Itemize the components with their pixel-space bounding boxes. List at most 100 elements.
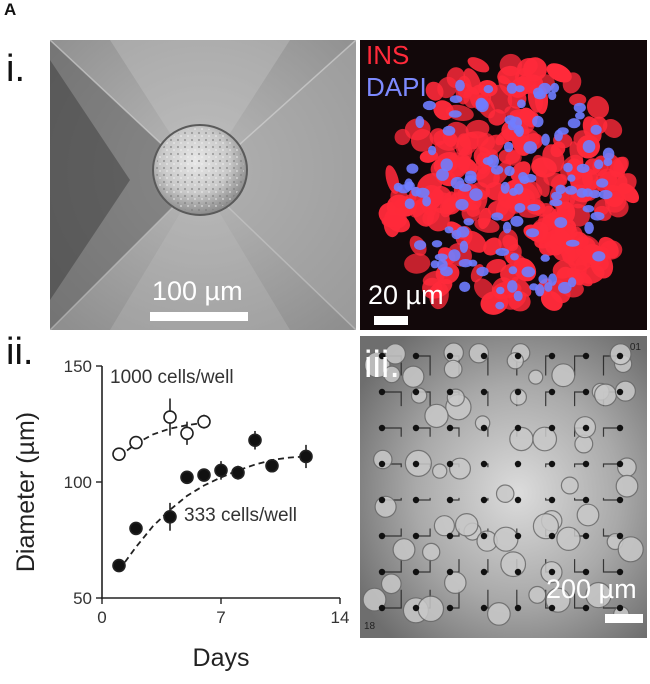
electrode-dot (582, 352, 590, 360)
point-marker (180, 426, 194, 441)
ins-cell (463, 68, 482, 95)
electrode-dot (446, 460, 454, 468)
dapi-nucleus (507, 280, 518, 293)
mea-corner-label-bottom: 18 (364, 621, 376, 632)
cell-cluster (495, 484, 515, 503)
point-marker (248, 433, 262, 448)
dapi-nucleus (564, 185, 578, 195)
dapi-nucleus (463, 218, 474, 226)
cell-cluster (585, 581, 612, 609)
filled-data-point (197, 468, 211, 482)
dapi-nucleus (406, 163, 419, 174)
dapi-nucleus (521, 266, 536, 278)
dapi-nucleus (455, 79, 465, 92)
filled-data-point (248, 430, 262, 450)
ins-cell (586, 96, 610, 119)
filled-data-point (180, 470, 194, 485)
electrode-trace (416, 355, 431, 376)
point-marker (197, 468, 211, 482)
ins-cell (474, 278, 495, 300)
dapi-nucleus (450, 176, 465, 190)
cell-cluster (493, 526, 519, 552)
dapi-nucleus (503, 141, 514, 153)
electrode-dot (480, 388, 488, 396)
electrode-trace (416, 559, 431, 573)
point-marker (129, 435, 143, 450)
diameter-chart: 50 100 150 0 7 14 Days Diameter (µm) 1000 cells… (12, 357, 349, 672)
dapi-nucleus (448, 110, 462, 118)
dapi-nucleus (548, 273, 557, 286)
dapi-nucleus (589, 190, 601, 199)
dapi-nucleus (573, 102, 586, 113)
dapi-nucleus (510, 253, 519, 261)
electrode-dot (548, 460, 556, 468)
dapi-nucleus (523, 141, 537, 154)
mea-image (360, 336, 647, 638)
dapi-nucleus (525, 228, 540, 238)
mea-micrograph: iii. 01 18 200 µm (360, 336, 647, 638)
y-tick-label: 150 (64, 357, 92, 376)
electrode-dot (412, 424, 420, 432)
electrode-trace (382, 427, 402, 437)
open-data-point (112, 447, 126, 461)
dapi-nucleus (567, 174, 576, 182)
electrode-dot (582, 460, 590, 468)
dapi-nucleus (411, 186, 421, 197)
ins-cell (546, 63, 572, 83)
dapi-nucleus (582, 140, 596, 153)
point-marker (214, 463, 228, 478)
ins-cell (516, 179, 543, 200)
filled-data-point (163, 502, 177, 531)
ins-cell (543, 172, 568, 188)
electrode-dot (582, 568, 590, 576)
dapi-nucleus (507, 121, 516, 131)
dapi-nucleus (500, 181, 510, 194)
electrode-dot (582, 532, 590, 540)
mea-corner-label-top: 01 (629, 342, 641, 353)
ins-cell (607, 196, 629, 218)
dapi-nucleus (582, 205, 595, 213)
dapi-nucleus (515, 85, 525, 93)
electrode-trace (574, 463, 586, 468)
ins-cell (567, 248, 592, 272)
dapi-nucleus (437, 259, 448, 271)
electrode-dot (446, 604, 454, 612)
ins-cell (478, 207, 492, 230)
ins-cell (489, 84, 513, 114)
ins-cell (404, 118, 431, 141)
electrode-dot (616, 568, 624, 576)
cell-cluster (528, 585, 547, 604)
dapi-nucleus (584, 221, 594, 234)
dapi-nucleus (491, 212, 504, 221)
cell-cluster (417, 595, 445, 623)
dapi-nucleus (458, 259, 473, 268)
cell-cluster (444, 571, 467, 594)
electrode-dot (616, 532, 624, 540)
dapi-nucleus (603, 157, 613, 167)
dapi-nucleus (538, 274, 548, 284)
dapi-nucleus (532, 115, 544, 128)
open-data-point (129, 435, 143, 450)
point-marker (163, 410, 177, 424)
electrode-dot (582, 604, 590, 612)
cell-cluster (576, 503, 600, 527)
electrode-dot (412, 460, 420, 468)
dapi-nucleus (592, 251, 606, 262)
electrode-dot (616, 460, 624, 468)
fluorescence-image (360, 40, 647, 330)
electrode-dot (378, 496, 386, 504)
dapi-nucleus (393, 182, 403, 192)
electrode-dot (514, 388, 522, 396)
subpanel-label-ii: ii. (6, 331, 34, 373)
ins-cell (542, 144, 565, 173)
dapi-nucleus (504, 165, 515, 177)
dapi-nucleus (459, 240, 469, 253)
dapi-nucleus (541, 133, 550, 146)
electrode-dot (412, 388, 420, 396)
electrode-dot (412, 568, 420, 576)
electrode-trace (602, 559, 620, 573)
dapi-nucleus (602, 147, 615, 161)
point-marker (112, 558, 126, 573)
electrode-dot (412, 496, 420, 504)
dapi-nucleus (590, 124, 602, 135)
